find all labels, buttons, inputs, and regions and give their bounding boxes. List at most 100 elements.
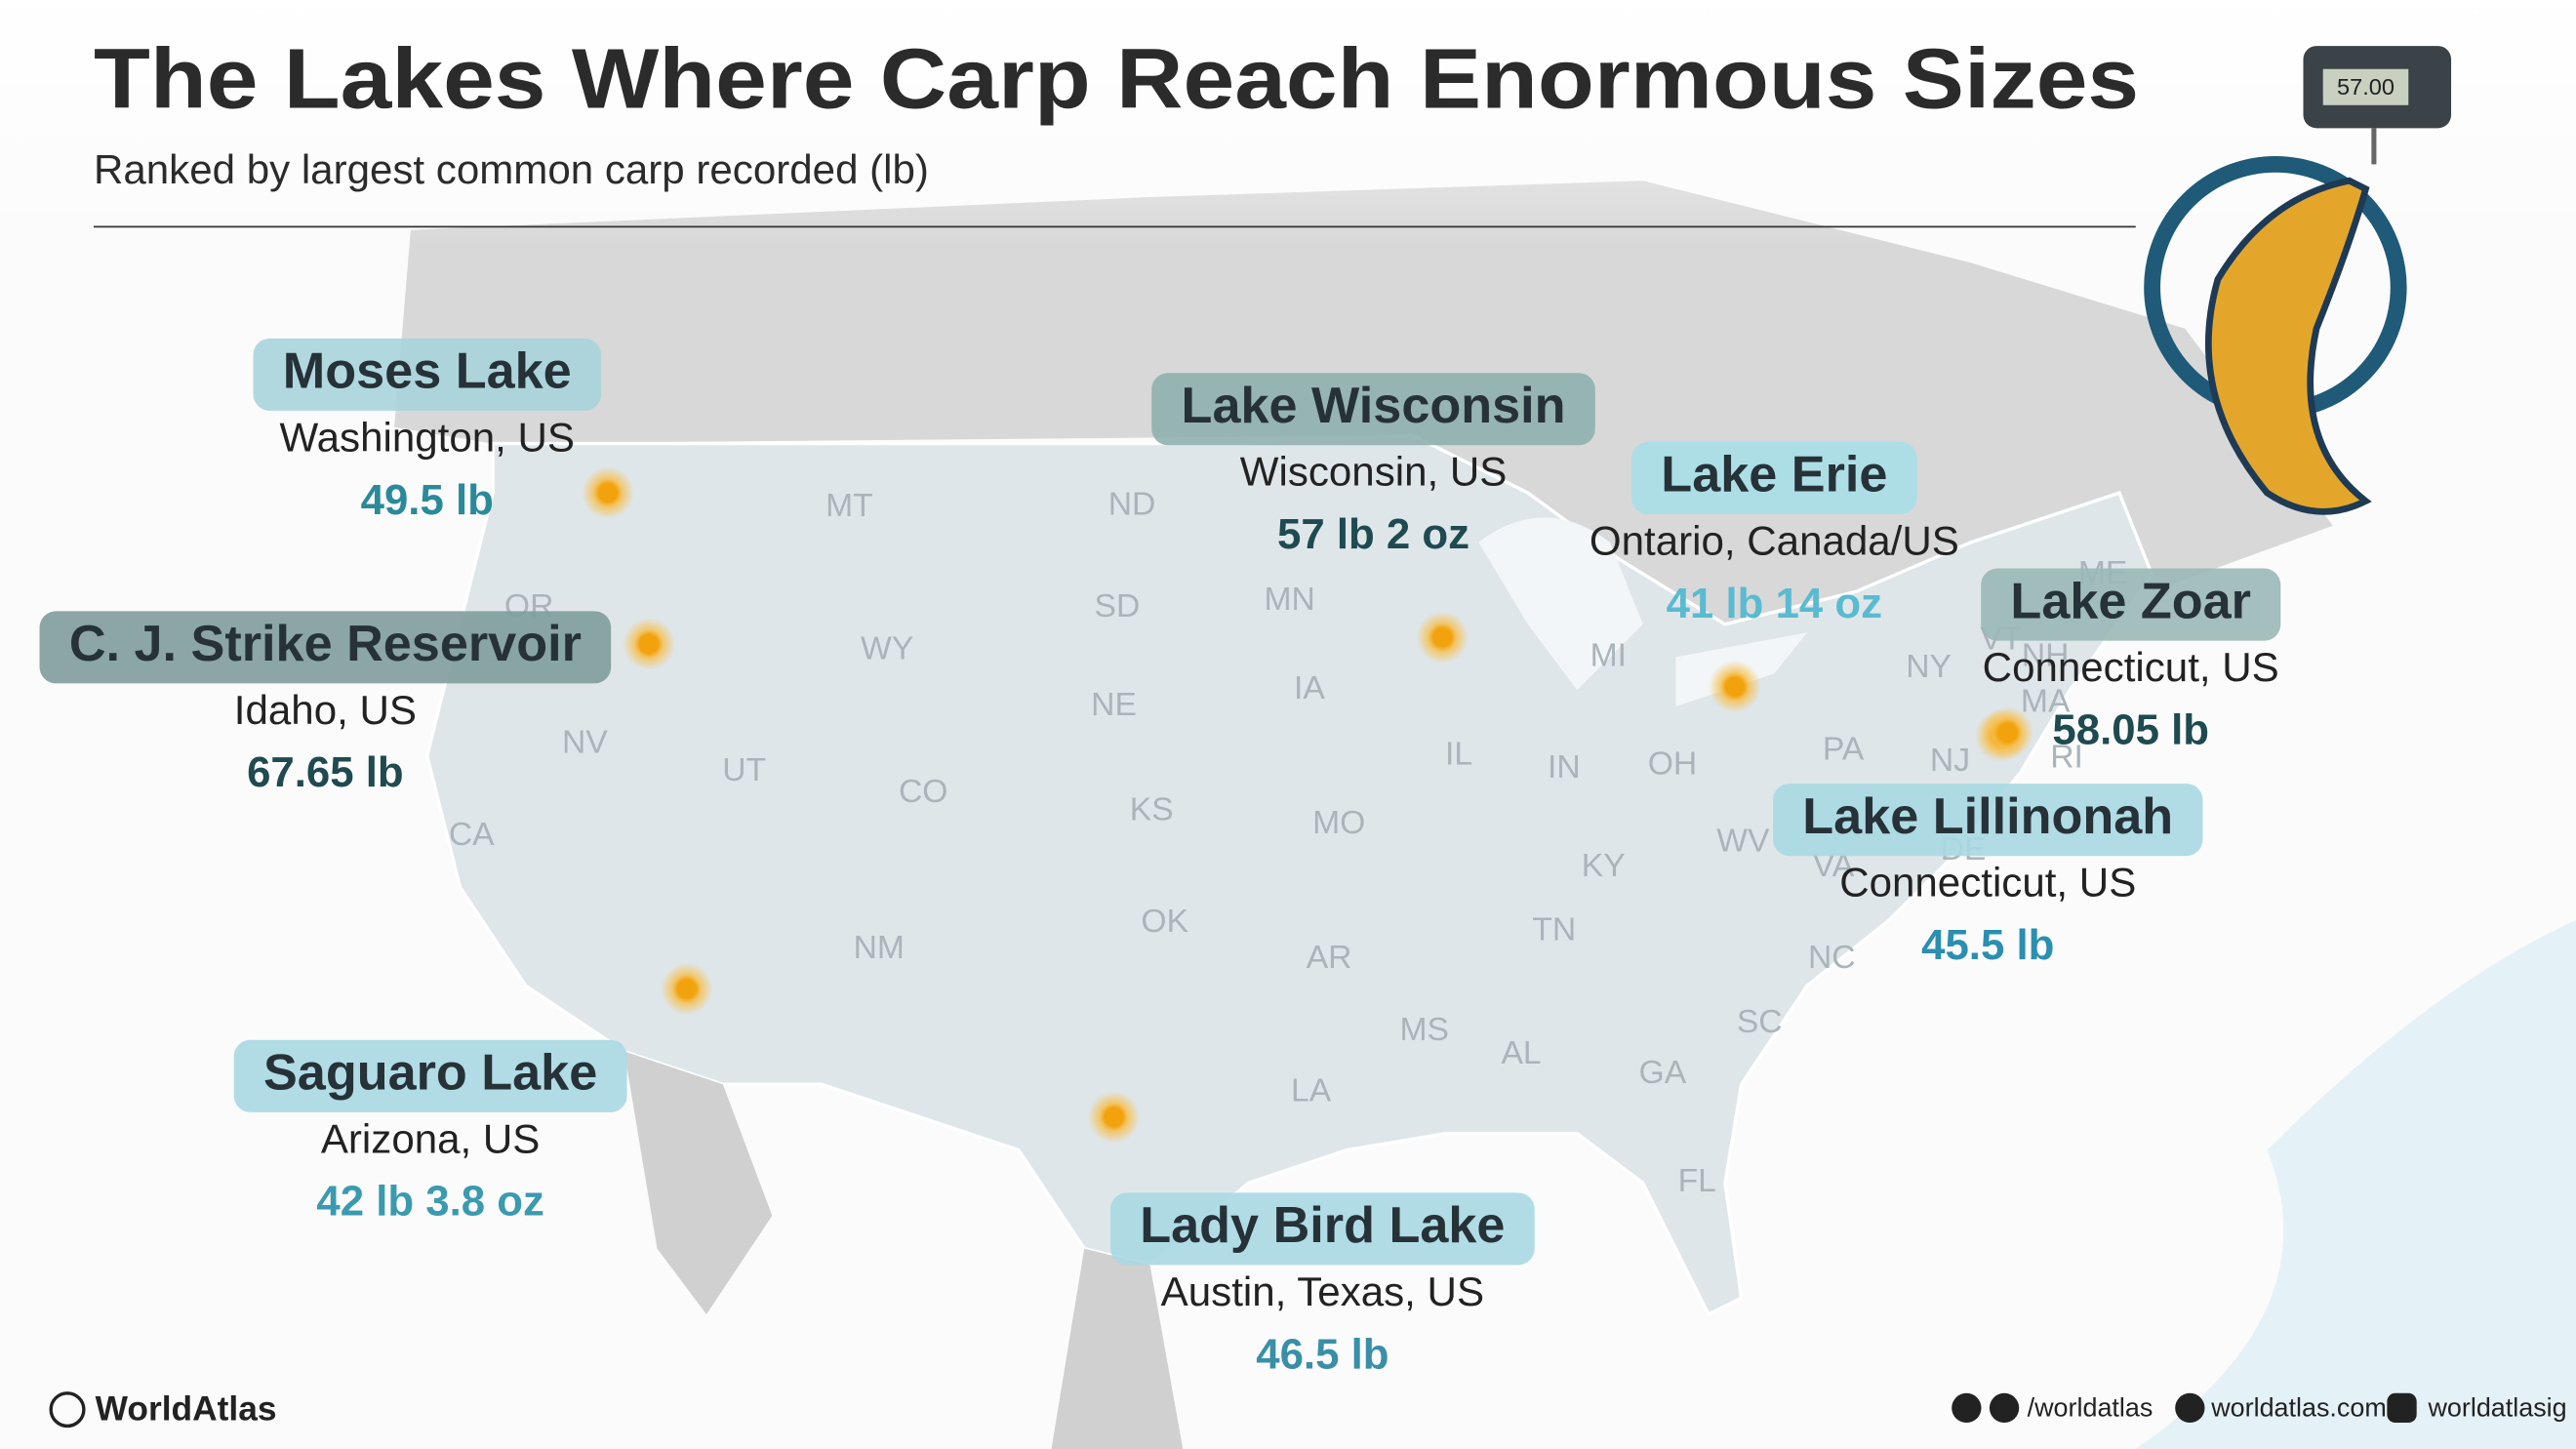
lake-marker (1416, 611, 1469, 664)
lake-label: Moses Lake Washington, US 49.5 lb (253, 338, 601, 524)
youtube-icon (1952, 1392, 1982, 1424)
website: worldatlas.com (2210, 1393, 2387, 1423)
lake-name: Lake Lillinonah (1802, 788, 2173, 845)
state-label: OK (1141, 904, 1188, 940)
state-label: GA (1639, 1055, 1687, 1091)
state-label: LA (1291, 1073, 1332, 1109)
lake-location: Connecticut, US (1983, 644, 2279, 690)
state-label: CA (449, 817, 495, 853)
state-label: SD (1095, 588, 1141, 624)
lake-label: Lake Wisconsin Wisconsin, US 57 lb 2 oz (1151, 373, 1595, 558)
name-box (1151, 373, 1595, 446)
footer: WorldAtlas /worldatlas worldatlas.com wo… (49, 1390, 2567, 1429)
web-icon (2175, 1392, 2205, 1424)
lake-location: Washington, US (280, 414, 575, 460)
scale-reading: 57.00 (2337, 74, 2395, 100)
record-weight: 45.5 lb (1921, 921, 2054, 969)
lake-name: Lake Erie (1661, 447, 1887, 503)
lake-marker (660, 962, 713, 1016)
lake-location: Wisconsin, US (1240, 449, 1508, 495)
state-label: IN (1548, 749, 1581, 785)
social-handle: /worldatlas (2028, 1393, 2153, 1423)
state-label: CO (899, 774, 947, 810)
state-label: MN (1265, 582, 1315, 618)
state-label: TN (1532, 912, 1576, 948)
instagram-icon (2387, 1392, 2417, 1424)
lake-location: Ontario, Canada/US (1590, 517, 1959, 563)
record-weight: 58.05 lb (2052, 705, 2209, 753)
title: The Lakes Where Carp Reach Enormous Size… (94, 31, 2139, 127)
instagram-handle: worldatlasig (2427, 1393, 2566, 1423)
state-label: NE (1091, 687, 1137, 723)
lake-location: Austin, Texas, US (1161, 1268, 1484, 1314)
state-label: MS (1400, 1012, 1449, 1048)
lake-marker (623, 618, 675, 670)
scale-screen (2322, 68, 2409, 105)
lake-name: Moses Lake (283, 343, 572, 400)
lake-location: Arizona, US (321, 1115, 541, 1161)
record-weight: 46.5 lb (1256, 1330, 1389, 1378)
carp-illustration: 57.00 (2144, 46, 2452, 515)
state-label: UT (722, 752, 766, 788)
state-label: ND (1108, 486, 1156, 522)
subtitle: Ranked by largest common carp recorded (… (94, 146, 929, 192)
state-label: MI (1590, 637, 1627, 673)
record-weight: 49.5 lb (361, 476, 494, 524)
name-box (253, 338, 601, 411)
header-fade (0, 0, 2576, 247)
state-label: RI (2050, 740, 2083, 776)
state-label: OH (1648, 745, 1697, 782)
state-label: NJ (1930, 743, 1970, 779)
lake-name: Lake Wisconsin (1182, 378, 1566, 434)
name-box (1773, 784, 2203, 857)
state-label: MA (2021, 684, 2071, 720)
state-label: NH (2022, 637, 2070, 673)
state-label: SC (1737, 1004, 1783, 1040)
lake-marker (1981, 705, 2034, 759)
state-label: WY (861, 631, 913, 667)
facebook-icon (1989, 1392, 2020, 1424)
state-label: NM (854, 930, 905, 966)
name-box (39, 611, 612, 684)
lake-name: Lady Bird Lake (1140, 1197, 1505, 1254)
mexico-land (624, 1051, 1184, 1449)
state-label: AL (1501, 1035, 1541, 1071)
ocean-waves (2135, 919, 2576, 1449)
state-label: AR (1307, 940, 1352, 976)
lake-label: Saguaro Lake Arizona, US 42 lb 3.8 oz (233, 1039, 627, 1226)
state-label: KS (1130, 792, 1174, 828)
state-label: PA (1823, 731, 1865, 767)
lake-marker (1087, 1090, 1141, 1144)
globe-icon (49, 1391, 86, 1429)
name-box (233, 1039, 627, 1112)
name-box (1981, 568, 2281, 641)
lake-name: Saguaro Lake (263, 1045, 597, 1102)
state-label: IA (1294, 670, 1325, 706)
state-label: NC (1808, 940, 1856, 976)
state-label: KY (1582, 848, 1626, 884)
lake-location: Connecticut, US (1839, 860, 2136, 906)
great-lakes (1478, 517, 1808, 706)
state-label: MT (825, 488, 873, 524)
record-weight: 42 lb 3.8 oz (316, 1178, 544, 1226)
name-box (1109, 1192, 1535, 1266)
record-weight: 67.65 lb (247, 748, 404, 796)
state-label: IL (1445, 736, 1472, 772)
lake-marker (582, 466, 634, 520)
brand: WorldAtlas (96, 1390, 277, 1429)
record-weight: 41 lb 14 oz (1667, 580, 1882, 627)
state-label: WV (1716, 824, 1770, 860)
record-weight: 57 lb 2 oz (1277, 510, 1469, 558)
lake-label: Lady Bird Lake Austin, Texas, US 46.5 lb (1109, 1192, 1535, 1378)
state-label: MO (1312, 805, 1365, 841)
lake-marker (1709, 660, 1761, 713)
name-box (1631, 441, 1917, 514)
state-label: NV (562, 725, 608, 761)
lake-name: C. J. Strike Reservoir (69, 616, 582, 672)
state-label: FL (1678, 1163, 1716, 1199)
lake-labels: Moses Lake Washington, US 49.5 lb C. J. Str… (39, 338, 2281, 1378)
lake-label: Lake Lillinonah Connecticut, US 45.5 lb (1773, 784, 2203, 969)
lake-location: Idaho, US (234, 687, 417, 733)
carp-body (2205, 177, 2372, 515)
